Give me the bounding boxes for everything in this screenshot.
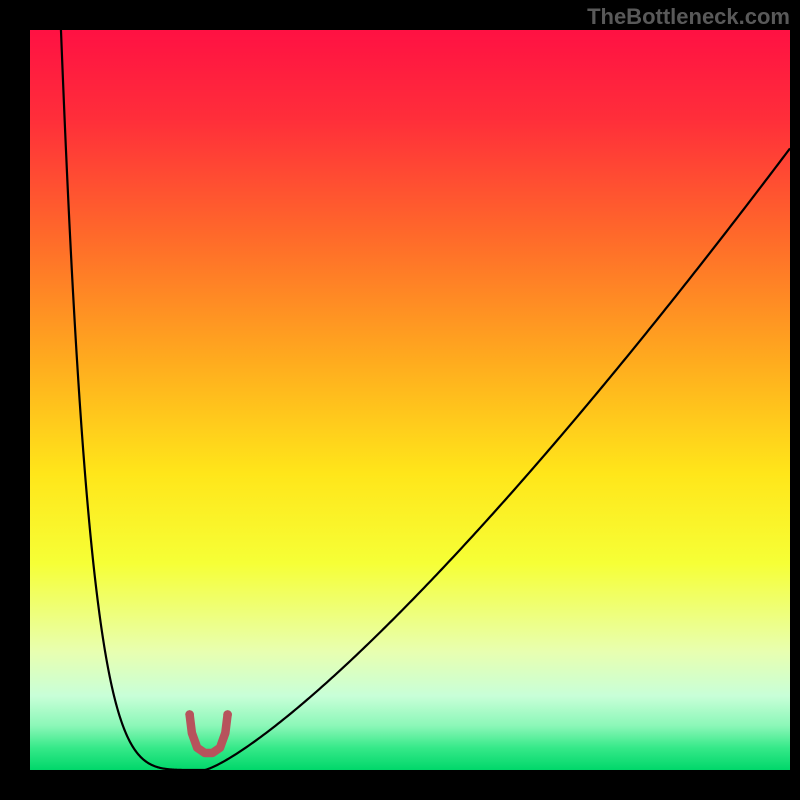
bottleneck-chart: [30, 30, 790, 770]
gradient-background: [30, 30, 790, 770]
marker-end-left: [185, 710, 194, 719]
chart-frame: TheBottleneck.com: [0, 0, 800, 800]
marker-end-right: [223, 710, 232, 719]
plot-area: [30, 30, 790, 770]
watermark-text: TheBottleneck.com: [587, 4, 790, 30]
